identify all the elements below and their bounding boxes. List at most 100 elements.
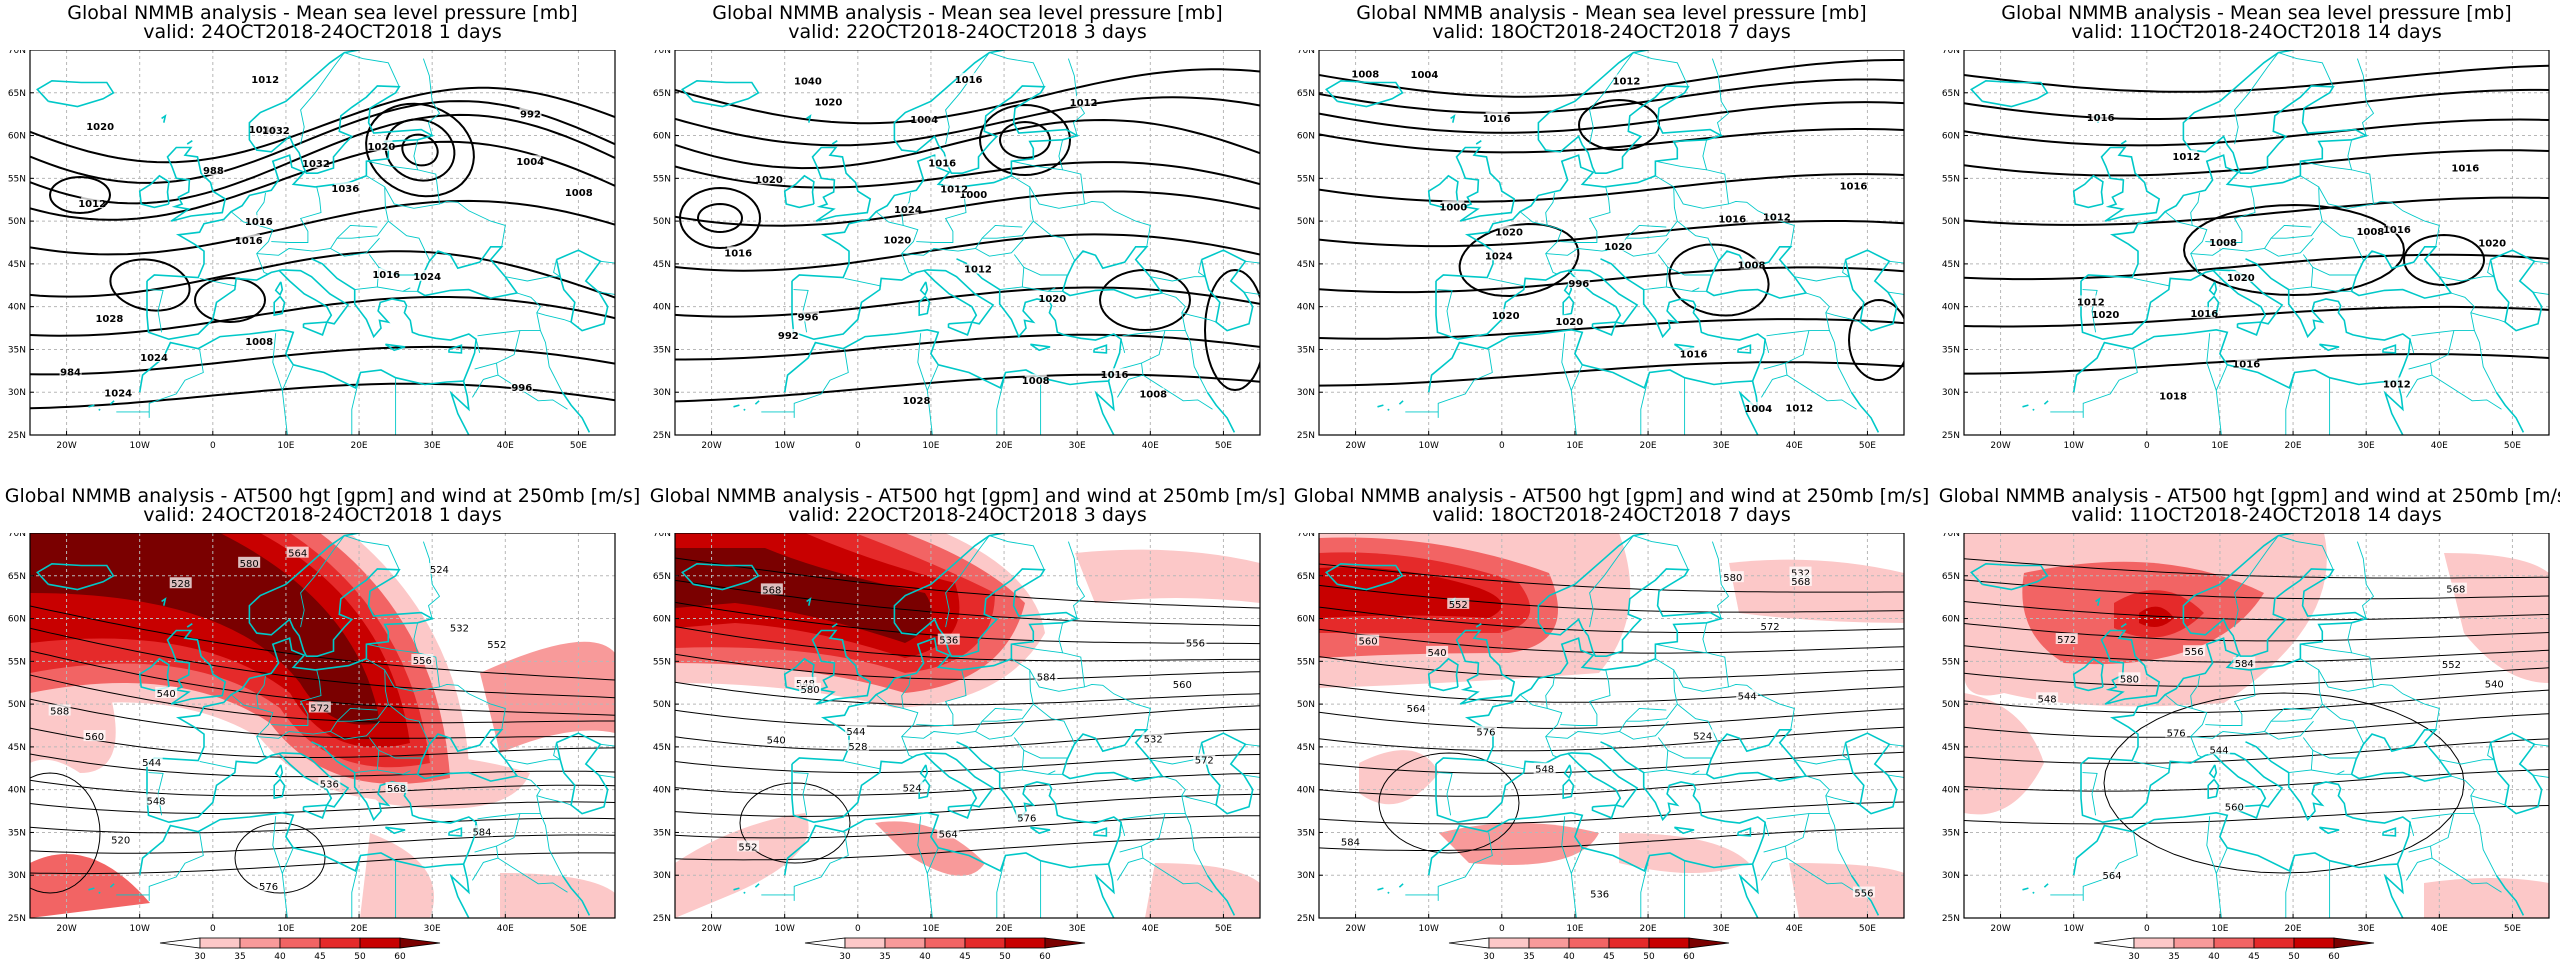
contour-label: 1012 — [251, 75, 279, 86]
contour-label: 996 — [1568, 279, 1589, 290]
border — [1640, 372, 1650, 435]
contour-label: 1036 — [331, 184, 359, 195]
border — [2532, 743, 2549, 778]
contour-label-bg — [2359, 224, 2382, 236]
lon-tick-label: 30E — [1713, 924, 1730, 934]
contour-line — [1964, 738, 2549, 764]
border — [536, 312, 572, 323]
colorbar-tick-label: 60 — [1683, 952, 1695, 962]
contour-line — [675, 653, 1260, 681]
coastline — [1600, 258, 1766, 382]
colorbar-tick-label: 30 — [1483, 952, 1495, 962]
contour-line — [30, 817, 615, 834]
coastline — [1377, 404, 1384, 408]
contour-label: 528 — [171, 579, 190, 590]
lat-tick-label: 25N — [1297, 914, 1315, 924]
border — [505, 759, 561, 765]
coastline — [1398, 883, 1404, 888]
contour-label: 564 — [939, 829, 958, 840]
border — [1589, 535, 1634, 628]
border — [875, 211, 919, 275]
border — [2322, 703, 2365, 745]
lat-tick-label: 55N — [1942, 174, 1960, 184]
border — [981, 707, 1023, 722]
coastline — [791, 533, 1080, 765]
contour-label-bg — [1682, 347, 1705, 359]
border — [384, 186, 506, 247]
coastline — [146, 533, 435, 765]
coastline — [2022, 887, 2029, 891]
contour-label-bg — [796, 74, 819, 86]
contour-line — [1319, 220, 1904, 248]
lat-tick-label: 50N — [8, 700, 26, 710]
contour-label: 1008 — [2209, 238, 2237, 249]
border — [536, 795, 572, 806]
border — [2487, 742, 2495, 761]
contour-line — [978, 103, 1072, 177]
border — [2190, 192, 2200, 226]
lat-tick-label: 70N — [653, 533, 671, 539]
contour-line — [1964, 667, 2549, 687]
lon-tick-label: 20E — [2284, 441, 2301, 451]
lat-tick-label: 65N — [1297, 89, 1315, 99]
contour-line — [2182, 203, 2406, 297]
contour-line — [1319, 606, 1904, 633]
lon-tick-label: 10E — [277, 924, 294, 934]
panel-valid-line: valid: 22OCT2018-24OCT2018 3 days — [788, 504, 1147, 526]
contour-label: 544 — [2210, 745, 2229, 756]
contour-label: 548 — [146, 796, 165, 807]
border — [1545, 658, 1678, 739]
contour-line — [30, 698, 615, 739]
coastline — [783, 174, 815, 209]
coastline — [449, 863, 470, 918]
contour-label-bg — [2094, 307, 2117, 319]
coastline — [1475, 140, 1482, 145]
contour-label-bg — [846, 739, 869, 751]
contour-label: 1016 — [2087, 113, 2115, 124]
contour-label: 1016 — [1680, 349, 1708, 360]
coastline — [1387, 891, 1390, 894]
contour-label-bg — [1721, 212, 1744, 224]
coastline — [384, 343, 406, 352]
contour-label-bg — [962, 188, 985, 200]
contour-label: 1020 — [2092, 310, 2120, 321]
border — [2336, 770, 2345, 775]
lat-tick-label: 65N — [1942, 89, 1960, 99]
colorbar-segment — [199, 937, 241, 949]
lat-tick-label: 65N — [1297, 572, 1315, 582]
border — [2190, 675, 2200, 709]
coastline — [2495, 391, 2525, 433]
border — [422, 541, 441, 619]
lat-tick-label: 45N — [1942, 260, 1960, 270]
border — [793, 289, 809, 333]
contour-label: 1012 — [1785, 404, 1813, 415]
contour-line — [1098, 268, 1192, 332]
coastline — [1591, 804, 1618, 819]
contour-label-bg — [2165, 726, 2188, 738]
coastline — [2382, 827, 2397, 837]
border — [539, 813, 563, 876]
border — [2408, 330, 2455, 370]
lat-tick-label: 40N — [653, 786, 671, 796]
coastline — [138, 657, 170, 692]
border — [230, 694, 274, 758]
contour-line — [1964, 689, 2549, 714]
lat-tick-label: 35N — [653, 345, 671, 355]
lat-tick-label: 30N — [8, 871, 26, 881]
border — [989, 52, 1045, 87]
coastline — [2383, 863, 2404, 918]
border — [1022, 769, 1063, 775]
lat-tick-label: 25N — [1942, 431, 1960, 441]
contour-label-bg — [370, 139, 393, 151]
border — [901, 658, 1034, 739]
coastline — [2318, 343, 2340, 352]
border — [1029, 186, 1151, 247]
coastline — [274, 764, 284, 780]
colorbar-tick-label: 50 — [1643, 952, 1655, 962]
contour-line — [30, 753, 615, 778]
coastline — [956, 741, 1122, 865]
border — [793, 772, 809, 816]
border — [1691, 770, 1700, 775]
lon-tick-label: 30E — [1069, 924, 1086, 934]
lat-tick-label: 60N — [1942, 132, 1960, 142]
